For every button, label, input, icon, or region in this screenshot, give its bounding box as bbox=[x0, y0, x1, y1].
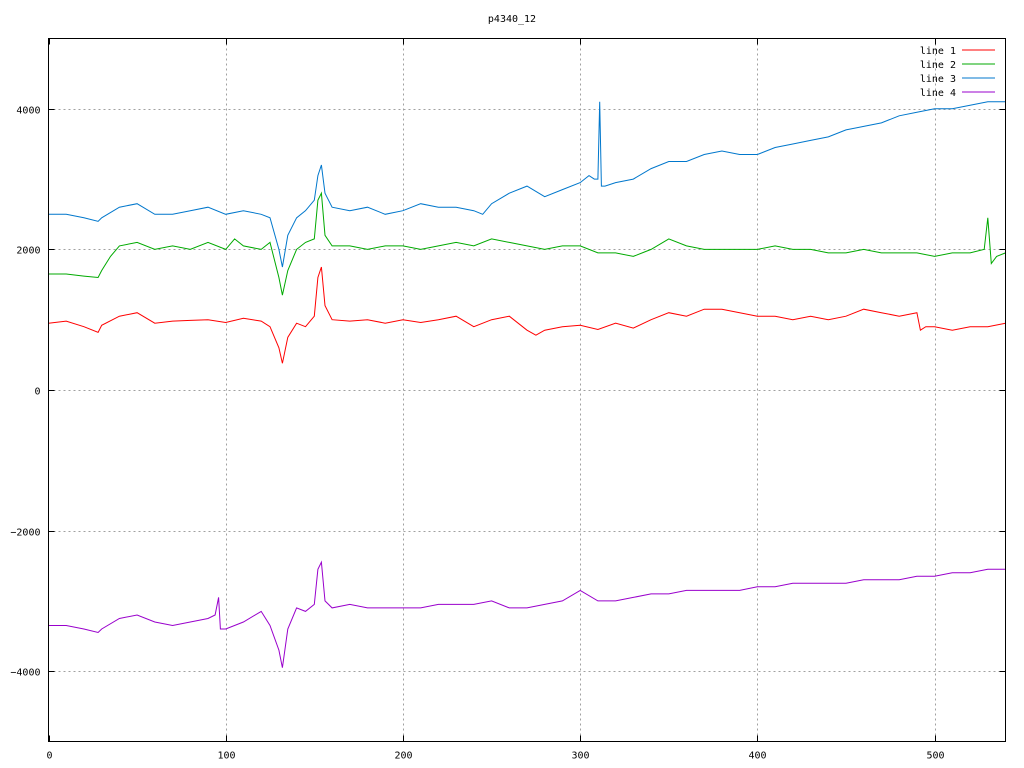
series-line-4 bbox=[48, 560, 1006, 668]
x-tick-label: 500 bbox=[926, 751, 944, 762]
y-tick-label: −4000 bbox=[10, 668, 40, 679]
axis-ticks: 0 100 200 300 400 500 −4000 −2000 0 2000 4000 bbox=[10, 38, 1006, 762]
y-tick-label: −2000 bbox=[10, 528, 40, 539]
legend-label: line 3 bbox=[920, 74, 956, 85]
series-group bbox=[48, 101, 1006, 668]
y-tick-label: 2000 bbox=[16, 246, 40, 257]
series-line-2 bbox=[48, 191, 1006, 296]
legend: line 1 line 2 line 3 line 4 bbox=[920, 46, 995, 99]
plot-frame bbox=[48, 38, 1006, 742]
x-tick-label: 100 bbox=[217, 751, 235, 762]
grid bbox=[48, 38, 1006, 742]
x-tick-label: 400 bbox=[748, 751, 766, 762]
legend-label: line 2 bbox=[920, 60, 956, 71]
x-tick-label: 200 bbox=[394, 751, 412, 762]
x-tick-label: 0 bbox=[46, 751, 52, 762]
chart-title: p4340_12 bbox=[488, 14, 536, 25]
series-line-3 bbox=[48, 101, 1006, 268]
y-tick-label: 4000 bbox=[16, 106, 40, 117]
x-tick-label: 300 bbox=[571, 751, 589, 762]
legend-label: line 1 bbox=[920, 46, 956, 57]
legend-label: line 4 bbox=[920, 88, 956, 99]
series-line-1 bbox=[48, 266, 1006, 364]
y-tick-label: 0 bbox=[34, 387, 40, 398]
